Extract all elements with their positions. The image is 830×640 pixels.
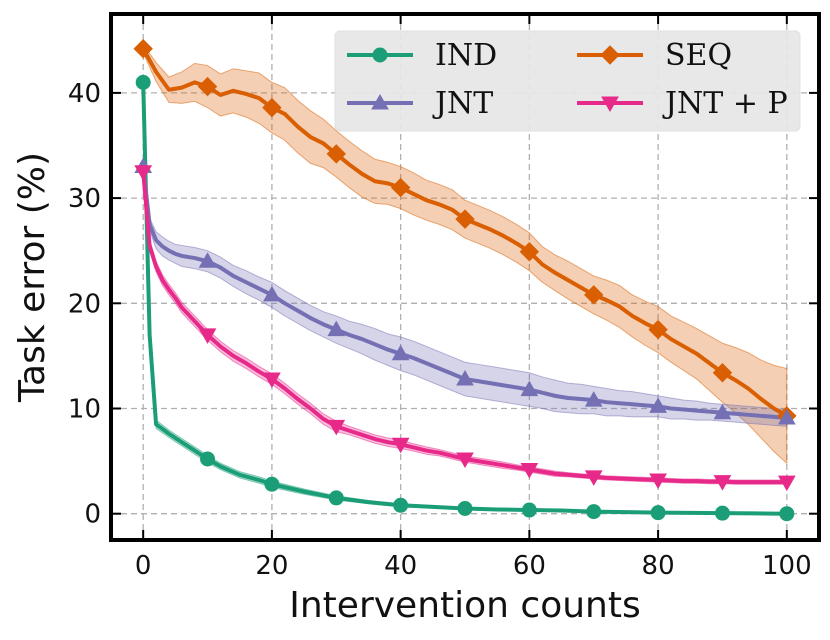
point-jnt-p — [584, 470, 603, 486]
point-jnt — [263, 285, 281, 302]
point-jnt — [456, 370, 474, 386]
point-jnt — [649, 397, 667, 413]
point-ind — [264, 476, 280, 492]
point-ind — [521, 502, 537, 518]
axis-ticks: 0 20 40 60 80 100 0 10 20 30 40 — [68, 14, 819, 581]
point-jnt — [327, 320, 346, 337]
point-jnt-p — [456, 452, 474, 469]
x-tick-label: 80 — [642, 551, 675, 581]
point-seq — [519, 242, 540, 262]
point-jnt — [713, 403, 732, 420]
point-jnt-p — [713, 475, 732, 491]
point-ind — [457, 500, 473, 516]
point-ind — [779, 506, 795, 522]
legend-label-seq: SEQ — [665, 38, 732, 73]
point-jnt-p — [263, 372, 281, 389]
x-tick-label: 0 — [135, 551, 152, 581]
point-jnt — [520, 380, 539, 397]
point-seq — [455, 209, 475, 229]
legend-label-ind: IND — [435, 38, 497, 73]
y-tick-label: 0 — [84, 500, 101, 530]
line-ind — [141, 82, 787, 516]
line-jnt — [141, 166, 787, 420]
point-seq — [133, 39, 153, 59]
point-seq — [197, 76, 218, 97]
point-seq — [326, 144, 346, 164]
x-tick-label: 60 — [513, 551, 546, 581]
legend-marker-jnt — [371, 93, 389, 110]
point-jnt-p — [327, 419, 346, 436]
point-ind — [393, 497, 409, 513]
point-jnt-p — [520, 463, 539, 479]
y-tick-label: 20 — [68, 289, 101, 319]
point-seq — [648, 319, 668, 340]
y-axis-label: Task error (%) — [12, 152, 53, 403]
legend-marker-ind — [372, 47, 388, 63]
point-jnt — [777, 408, 796, 425]
legend: IND JNT SEQ JNT + P — [334, 30, 801, 132]
legend-label-jnt-p: JNT + P — [662, 86, 788, 121]
point-jnt-p — [134, 165, 153, 181]
point-ind — [714, 505, 730, 521]
series-markers — [133, 39, 797, 522]
point-seq — [712, 363, 733, 383]
x-tick-label: 100 — [762, 551, 812, 581]
point-ind — [200, 451, 216, 467]
y-tick-label: 40 — [68, 79, 101, 109]
point-seq — [584, 285, 604, 305]
x-tick-label: 20 — [255, 551, 288, 581]
legend-marker-seq — [600, 45, 620, 65]
point-seq — [390, 177, 411, 198]
legend-box — [334, 30, 801, 132]
point-jnt-p — [198, 328, 217, 344]
x-tick-label: 40 — [384, 551, 417, 581]
y-tick-label: 30 — [68, 184, 101, 214]
point-ind — [586, 504, 602, 520]
x-axis-label: Intervention counts — [289, 585, 641, 626]
point-jnt-p — [649, 473, 667, 490]
point-jnt-p — [391, 437, 410, 454]
point-jnt-p — [777, 475, 796, 492]
point-ind — [135, 74, 151, 90]
y-tick-label: 10 — [68, 395, 101, 425]
point-seq — [262, 97, 282, 118]
plot-frame — [109, 12, 821, 542]
point-ind — [650, 505, 666, 521]
line-jnt-p — [141, 171, 787, 485]
point-jnt — [584, 391, 603, 407]
point-jnt — [198, 252, 217, 268]
band-ind — [142, 80, 788, 515]
legend-label-jnt: JNT — [432, 86, 493, 121]
legend-marker-jnt-p — [601, 96, 619, 113]
point-jnt — [391, 344, 410, 361]
point-ind — [328, 490, 344, 506]
band-seq — [142, 42, 788, 465]
